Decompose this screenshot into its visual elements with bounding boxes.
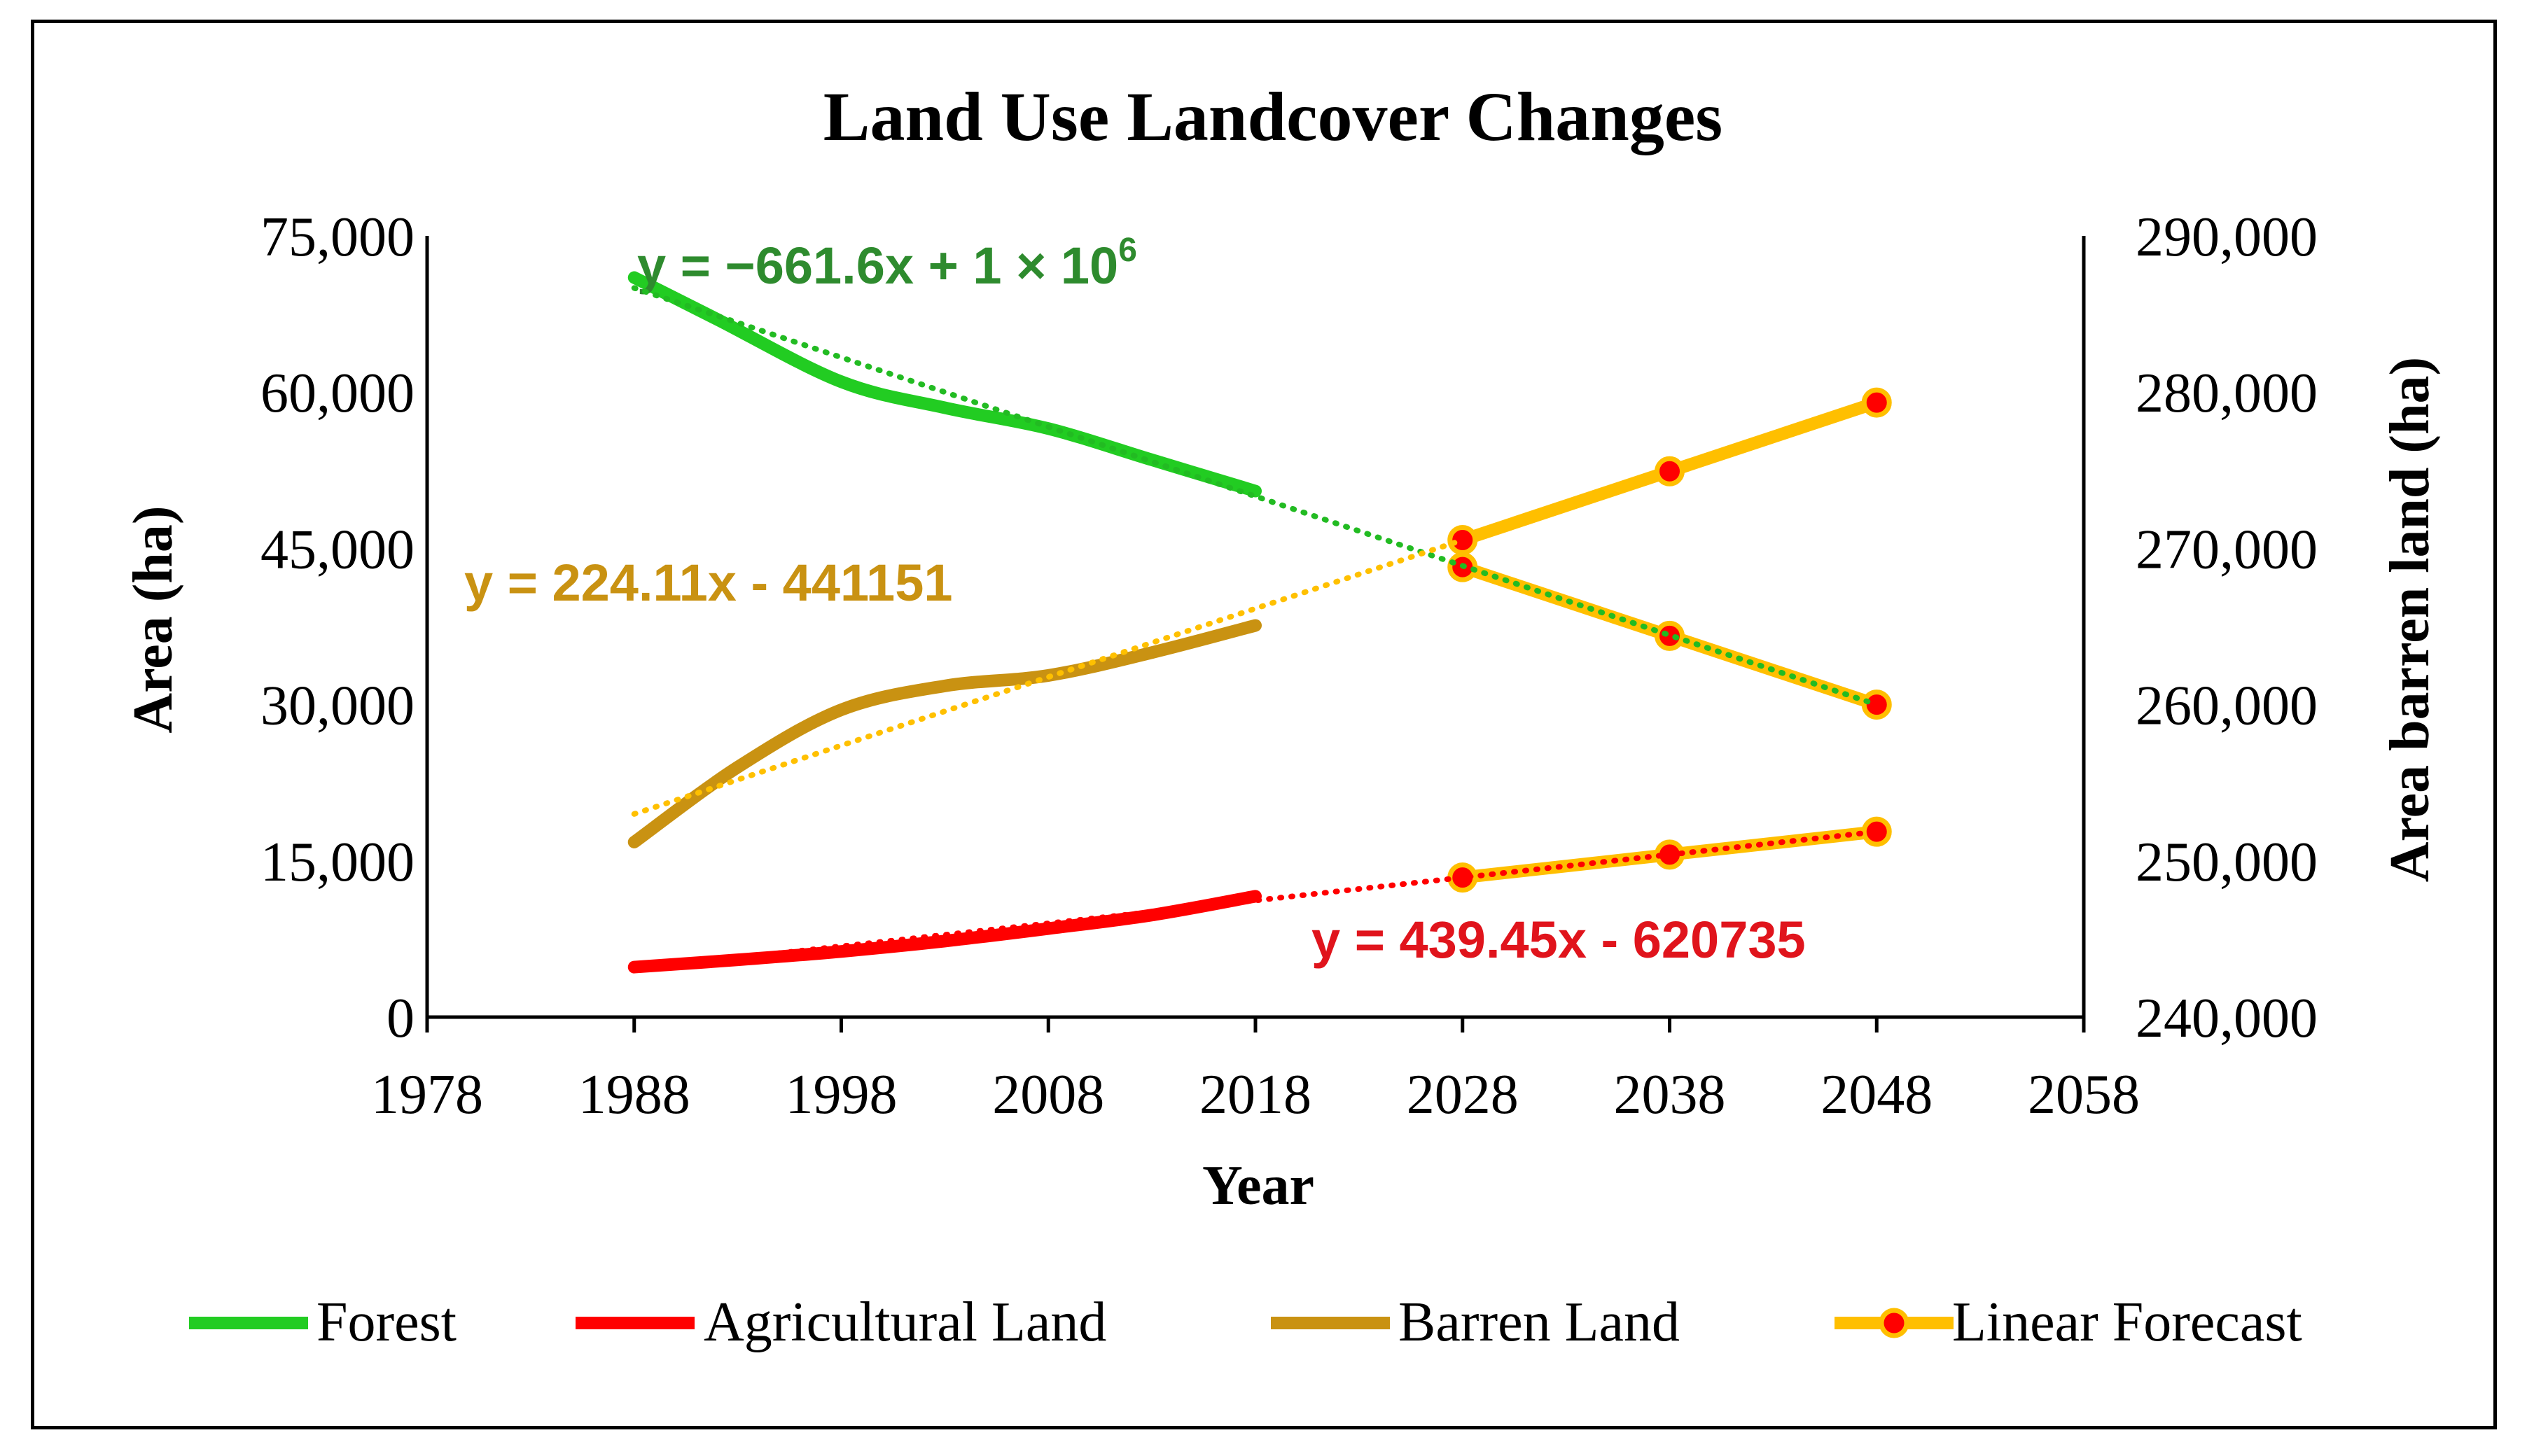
forest-line <box>627 271 1262 498</box>
series-layer <box>627 271 1879 974</box>
legend-forest-label: Forest <box>316 1292 457 1353</box>
forecast-marker <box>1655 620 1685 651</box>
chart-title: Land Use Landcover Changes <box>823 78 1722 155</box>
y-tick-label: 75,000 <box>260 206 415 268</box>
forecast-marker <box>1861 816 1892 847</box>
forest-equation-exponent: 6 <box>1118 232 1137 269</box>
y2-tick-label: 290,000 <box>2136 206 2318 268</box>
y-tick-label: 45,000 <box>260 519 415 580</box>
x-tick-label: 1988 <box>578 1064 690 1126</box>
y2-axis-label: Area barren land (ha) <box>2379 357 2441 882</box>
y2-tick-label: 280,000 <box>2136 363 2318 424</box>
x-tick-label: 2008 <box>992 1064 1104 1126</box>
agricultural-equation: y = 439.45x - 620735 <box>1311 911 1806 969</box>
x-tick-label: 2058 <box>2028 1064 2140 1126</box>
barren-equation: y = 224.11x - 441151 <box>464 554 953 612</box>
legend: Forest Agricultural Land Barren Land Lin… <box>189 1292 2302 1353</box>
forest-equation: y = −661.6x + 1 × 106 <box>637 232 1137 295</box>
legend-barren-label: Barren Land <box>1398 1292 1680 1353</box>
x-tick-label: 1978 <box>371 1064 483 1126</box>
forecast-marker <box>1655 456 1685 486</box>
y-axis-label: Area (ha) <box>123 505 184 733</box>
x-tick-label: 2018 <box>1199 1064 1311 1126</box>
markers-layer <box>1447 387 1892 893</box>
y2-tick-label: 270,000 <box>2136 519 2318 580</box>
x-tick-label: 2048 <box>1821 1064 1933 1126</box>
forecast-marker <box>1861 387 1892 418</box>
chart-frame <box>31 20 2497 1429</box>
y2-tick-label: 250,000 <box>2136 832 2318 893</box>
x-tick-label: 1998 <box>786 1064 898 1126</box>
legend-forecast-label: Linear Forecast <box>1952 1292 2302 1353</box>
y2-tick-label: 260,000 <box>2136 676 2318 737</box>
forecast-marker <box>1861 690 1892 720</box>
y2-tick-label: 240,000 <box>2136 988 2318 1049</box>
y-tick-label: 30,000 <box>260 676 415 737</box>
axes-layer: 1978 1988 1998 2008 2018 2028 2038 2048 2058 0 15,… <box>260 206 2318 1126</box>
y-tick-label: 15,000 <box>260 832 415 893</box>
x-axis-label: Year <box>1202 1155 1314 1217</box>
agricultural-land-line <box>627 890 1262 974</box>
trendlines-layer <box>631 285 1880 972</box>
y-tick-label: 60,000 <box>260 363 415 424</box>
barren-land-line <box>627 619 1262 849</box>
barren-trendline <box>631 537 1466 817</box>
legend-forecast-marker <box>1879 1308 1909 1338</box>
agricultural-trendline <box>631 829 1880 972</box>
x-tick-label: 2028 <box>1407 1064 1519 1126</box>
legend-agricultural-label: Agricultural Land <box>704 1292 1106 1353</box>
y-tick-label: 0 <box>387 988 415 1049</box>
x-tick-label: 2038 <box>1614 1064 1726 1126</box>
